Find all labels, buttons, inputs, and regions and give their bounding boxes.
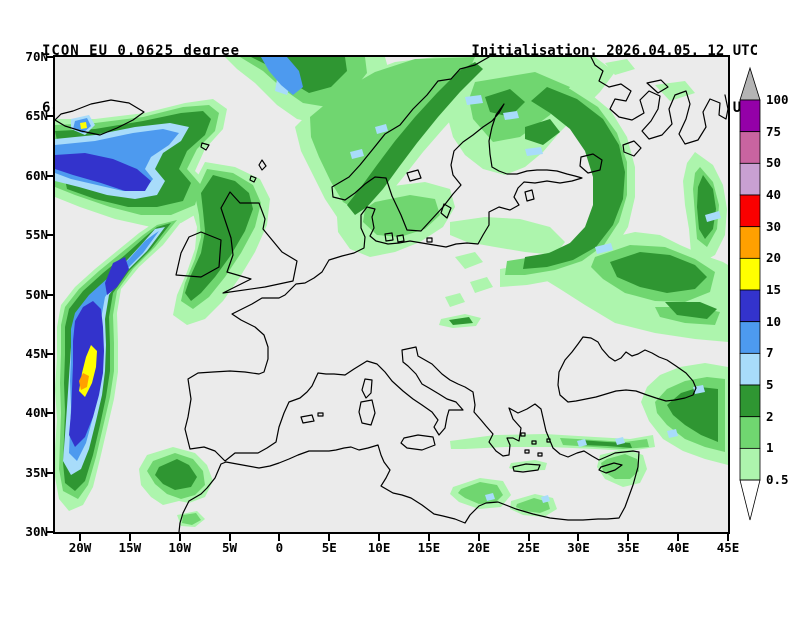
legend-swatch-40 [739, 194, 761, 228]
lon-label-30E: 30E [567, 540, 590, 555]
legend-label-20: 20 [766, 250, 782, 266]
legend-swatch-100 [739, 99, 761, 133]
lon-tick-40E [677, 534, 680, 541]
lat-tick-50N [46, 293, 55, 296]
lat-tick-45N [46, 352, 55, 355]
lat-label-30N: 30N [25, 524, 48, 539]
lat-tick-55N [46, 234, 55, 237]
lon-tick-10E [378, 534, 381, 541]
lon-tick-30E [577, 534, 580, 541]
legend-swatch-75 [739, 131, 761, 164]
lon-label-20E: 20E [467, 540, 491, 555]
precip-level-20mm [79, 373, 89, 390]
legend-label-5: 5 [766, 377, 774, 393]
lon-tick-20E [477, 534, 480, 541]
lon-label-10E: 10E [367, 540, 391, 555]
lon-tick-25E [527, 534, 530, 541]
lon-tick-5W [228, 534, 231, 541]
legend-swatch-15 [739, 289, 761, 323]
legend-swatch-2 [739, 416, 761, 449]
color-legend [739, 66, 761, 521]
lon-tick-10W [178, 534, 181, 541]
lat-label-65N: 65N [25, 108, 48, 124]
lat-label-45N: 45N [25, 345, 48, 361]
lon-label-5E: 5E [321, 540, 337, 555]
lat-tick-35N [46, 471, 55, 474]
lon-label-35E: 35E [617, 540, 640, 555]
lon-tick-45E [726, 534, 729, 541]
lon-label-40E: 40E [666, 540, 690, 555]
lat-tick-40N [46, 412, 55, 415]
map-frame [53, 55, 730, 534]
coastline-iceland [55, 99, 145, 136]
legend-swatch-5 [739, 384, 761, 418]
legend-label-2: 2 [766, 408, 774, 424]
lon-label-25E: 25E [517, 540, 540, 555]
coastline-lakes [406, 140, 642, 202]
lon-label-45E: 45E [716, 540, 740, 555]
legend-label-10: 10 [766, 313, 782, 329]
coastline-black-sea [557, 336, 697, 403]
lat-label-55N: 55N [25, 227, 48, 243]
lon-label-10W: 10W [168, 540, 191, 555]
map-canvas [55, 57, 728, 532]
legend-swatch-20 [739, 257, 761, 291]
lat-tick-60N [46, 174, 55, 177]
lon-label-5W: 5W [222, 540, 238, 555]
legend-overflow-bottom [739, 479, 761, 521]
lon-tick-15W [128, 534, 131, 541]
legend-swatch-50 [739, 162, 761, 196]
legend-label-1: 1 [766, 440, 774, 456]
lon-tick-35E [627, 534, 630, 541]
lat-label-40N: 40N [25, 405, 48, 421]
lon-label-20W: 20W [68, 540, 92, 555]
coastline-white-sea [590, 57, 728, 145]
coastline-islands [200, 79, 669, 474]
legend-overflow-top [739, 66, 761, 101]
lon-tick-5E [328, 534, 331, 541]
lon-tick-15E [427, 534, 430, 541]
legend-swatch-30 [739, 226, 761, 259]
legend-swatch-7 [739, 352, 761, 386]
coastline-great-britain [220, 191, 298, 294]
legend-label-50: 50 [766, 155, 782, 171]
legend-label-0.5: 0.5 [766, 472, 789, 488]
legend-swatch-10 [739, 321, 761, 354]
legend-label-30: 30 [766, 218, 782, 234]
lon-label-0: 0 [275, 540, 284, 555]
lat-label-50N: 50N [25, 286, 48, 302]
legend-label-7: 7 [766, 345, 774, 361]
coastlines [55, 57, 728, 532]
lon-tick-0 [278, 534, 281, 541]
legend-swatch-1 [739, 447, 761, 481]
lat-label-60N: 60N [25, 167, 48, 183]
lon-tick-20W [79, 534, 81, 541]
legend-label-40: 40 [766, 187, 782, 202]
coastline-ireland [175, 231, 222, 278]
lon-label-15E: 15E [417, 540, 441, 555]
lat-tick-30N [46, 531, 55, 533]
legend-label-15: 15 [766, 282, 782, 298]
legend-label-75: 75 [766, 123, 782, 139]
lat-tick-65N [46, 115, 55, 118]
lat-tick-70N [46, 56, 55, 58]
lon-label-15W: 15W [118, 540, 142, 555]
coastline-continental-europe [178, 57, 640, 532]
lat-label-70N: 70N [25, 49, 48, 64]
legend-label-100: 100 [766, 92, 789, 107]
lat-label-35N: 35N [25, 464, 48, 480]
